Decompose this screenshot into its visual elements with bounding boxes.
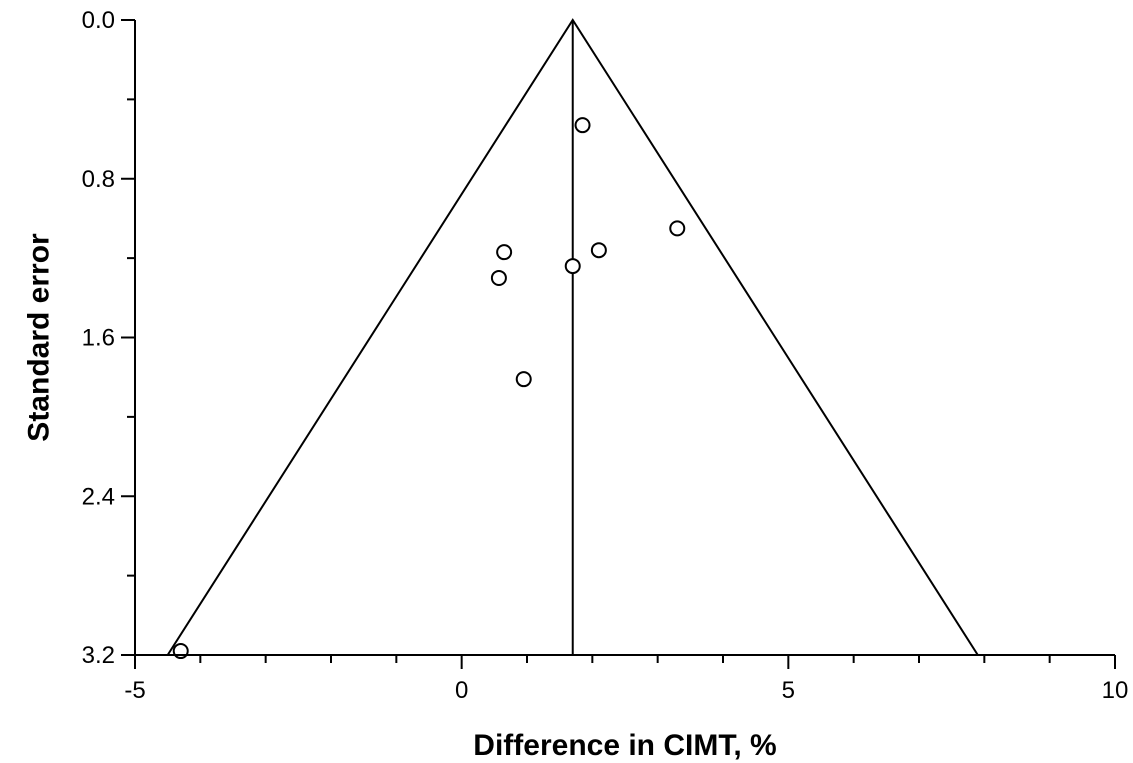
y-tick-label: 3.2 (82, 642, 115, 669)
x-tick-label: 5 (782, 677, 795, 704)
y-tick-label: 0.8 (82, 166, 115, 193)
data-point (564, 258, 581, 275)
y-axis-title: Standard error (23, 233, 56, 442)
x-tick-label: 0 (455, 677, 468, 704)
data-point (496, 244, 513, 261)
y-tick-label: 0.0 (82, 7, 115, 34)
plot-area (166, 18, 979, 660)
data-point (574, 117, 591, 134)
data-point (590, 242, 607, 259)
y-axis: 0.0 0.8 1.6 2.4 3.2 (82, 7, 136, 669)
x-tick-label: -5 (124, 677, 145, 704)
data-point (490, 269, 507, 286)
x-axis: -5 0 5 10 (124, 654, 1129, 704)
x-tick-label: 10 (1102, 677, 1129, 704)
y-tick-label: 1.6 (82, 325, 115, 352)
data-point (669, 220, 686, 237)
y-tick-label: 2.4 (82, 483, 115, 510)
data-point (515, 371, 532, 388)
x-axis-title: Difference in CIMT, % (473, 729, 776, 762)
